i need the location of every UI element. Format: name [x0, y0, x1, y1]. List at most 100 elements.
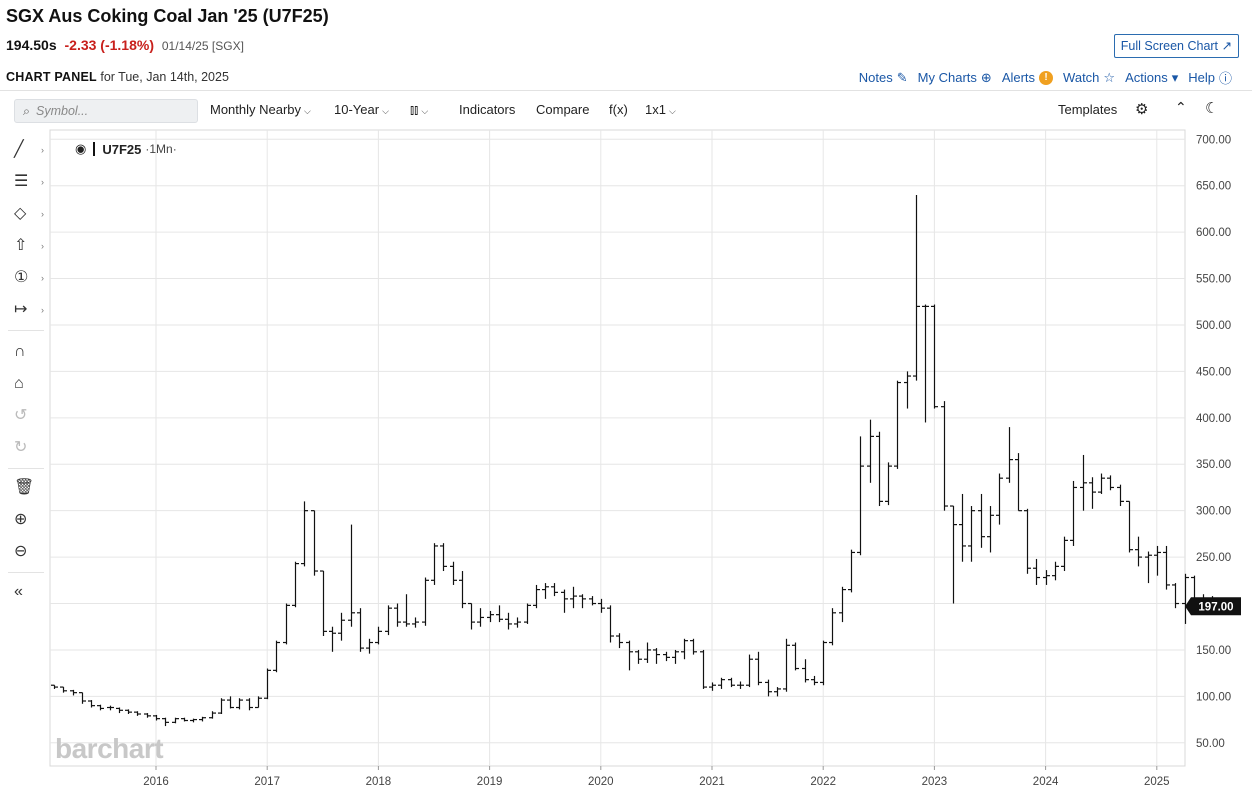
help-link[interactable]: Help ⓘ [1188, 68, 1232, 87]
settings-gear-icon[interactable]: ⚙ [1135, 101, 1149, 118]
collapse-sidebar-icon[interactable]: « [14, 583, 23, 600]
chevron-right-icon: › [41, 145, 44, 155]
shape-tool-icon[interactable]: ◇ › [14, 202, 44, 226]
eye-icon[interactable]: ◉ [75, 141, 87, 156]
watch-link[interactable]: Watch ☆ [1063, 68, 1115, 87]
search-icon: ⌕ [23, 103, 31, 118]
chart-toolbar: ⌕ Symbol... Monthly Nearby ⌵ 10-Year ⌵ ⫾⫾ ⌵… [0, 97, 1252, 127]
y-tick-label: 350.00 [1196, 459, 1231, 471]
undo-icon[interactable]: ↺ [14, 407, 28, 424]
alerts-link[interactable]: Alerts! [1002, 68, 1054, 87]
ohlc-bar [422, 577, 429, 626]
ohlc-bar [255, 696, 262, 709]
chevron-down-icon: ⌵ [382, 106, 389, 116]
ohlc-bar [431, 543, 438, 585]
ohlc-bar [681, 638, 688, 660]
ohlc-bar [218, 698, 225, 715]
ohlc-bar [700, 649, 707, 689]
ohlc-bar [329, 626, 336, 652]
fx-button[interactable]: f(x) [609, 102, 628, 117]
ohlc-bar [1070, 480, 1077, 546]
actions-menu[interactable]: Actions ▾ [1125, 68, 1178, 87]
chart-panel-date: for Tue, Jan 14th, 2025 [100, 70, 229, 84]
symbol-search-input[interactable]: ⌕ Symbol... [14, 99, 198, 123]
period-label: Monthly Nearby [210, 102, 302, 117]
ohlc-bar [273, 640, 280, 673]
notes-link[interactable]: Notes ✎ [859, 68, 908, 87]
fib-tool-icon[interactable]: ☰ › [14, 170, 44, 194]
range-dropdown[interactable]: 10-Year ⌵ [334, 102, 389, 117]
chevron-right-icon: › [41, 305, 44, 315]
ohlc-bar [264, 668, 271, 700]
ohlc-bar [1024, 508, 1031, 574]
dark-mode-icon[interactable]: ☾ [1205, 100, 1219, 117]
ohlc-bar [1015, 453, 1022, 512]
ohlc-bar [653, 648, 660, 664]
sidebar-divider [8, 330, 44, 331]
x-tick-label: 2024 [1033, 776, 1059, 788]
ohlc-bar [1172, 583, 1179, 609]
ohlc-bar [811, 675, 818, 686]
ohlc-bar [1145, 551, 1152, 584]
x-tick-label: 2025 [1144, 776, 1170, 788]
ohlc-bar [375, 626, 382, 645]
actions-label: Actions [1125, 70, 1168, 85]
ohlc-bar [533, 584, 540, 609]
trash-icon[interactable]: 🗑 [14, 479, 35, 496]
ohlc-bar [968, 506, 975, 562]
indicators-button[interactable]: Indicators [459, 102, 516, 117]
ohlc-bar [1182, 573, 1189, 624]
ohlc-bar [1163, 545, 1170, 590]
expand-arrow-icon: ↗ [1221, 39, 1232, 53]
x-tick-label: 2020 [588, 776, 614, 788]
ohlc-bar [450, 561, 457, 585]
chevron-right-icon: › [41, 177, 44, 187]
chart-type-dropdown[interactable]: ⫾⫾ ⌵ [410, 102, 428, 118]
ohlc-bar [412, 617, 419, 628]
collapse-icon[interactable]: ⌃ [1175, 99, 1187, 115]
zoom-out-icon[interactable]: ⊖ [14, 543, 28, 560]
chevron-right-icon: › [41, 209, 44, 219]
ohlc-bar [1117, 484, 1124, 507]
arrow-tool-icon[interactable]: ⇧ › [14, 234, 44, 258]
x-tick-label: 2022 [810, 776, 836, 788]
magnet-icon[interactable]: ∩ [14, 343, 26, 360]
ohlc-bar [440, 543, 447, 572]
compare-button[interactable]: Compare [536, 102, 590, 117]
measure-tool-icon[interactable]: ↦ › [14, 298, 44, 322]
templates-button[interactable]: Templates [1058, 102, 1118, 117]
redo-icon[interactable]: ↻ [14, 439, 28, 456]
ohlc-bar [283, 603, 290, 645]
annotation-tool-icon[interactable]: ① › [14, 266, 44, 290]
y-tick-label: 50.00 [1196, 738, 1225, 750]
legend-frequency: ·1Mn· [145, 142, 177, 156]
y-tick-label: 150.00 [1196, 645, 1231, 657]
ohlc-bar [820, 640, 827, 686]
ohlc-bar [876, 431, 883, 507]
period-dropdown[interactable]: Monthly Nearby ⌵ [210, 102, 311, 117]
zoom-in-icon[interactable]: ⊕ [14, 511, 28, 528]
chevron-down-icon: ⌵ [304, 106, 311, 116]
line-tool-icon[interactable]: ╱ › [14, 138, 44, 162]
unlock-icon[interactable]: ⌂ [14, 375, 24, 392]
full-screen-chart-button[interactable]: Full Screen Chart ↗ [1113, 34, 1239, 58]
series-color-swatch [93, 142, 96, 156]
ohlc-bar [116, 707, 123, 714]
ohlc-bar [931, 304, 938, 409]
ohlc-bar [774, 687, 781, 697]
layout-dropdown[interactable]: 1x1 ⌵ [645, 102, 676, 117]
ohlc-bar [505, 612, 512, 630]
ohlc-bar [1006, 427, 1013, 483]
ohlc-bar [542, 583, 549, 599]
quote-line: 194.50s -2.33 (-1.18%) 01/14/25 [SGX] [6, 37, 244, 53]
barchart-logo: barchart [55, 733, 164, 764]
x-tick-label: 2021 [699, 776, 725, 788]
ohlc-bar [60, 686, 67, 693]
y-tick-label: 100.00 [1196, 691, 1231, 703]
ohlc-bar [338, 612, 345, 641]
ohlc-bar [885, 462, 892, 506]
ohlc-bar [709, 682, 716, 691]
y-tick-label: 300.00 [1196, 506, 1231, 518]
my-charts-link[interactable]: My Charts ⊕ [918, 68, 992, 87]
